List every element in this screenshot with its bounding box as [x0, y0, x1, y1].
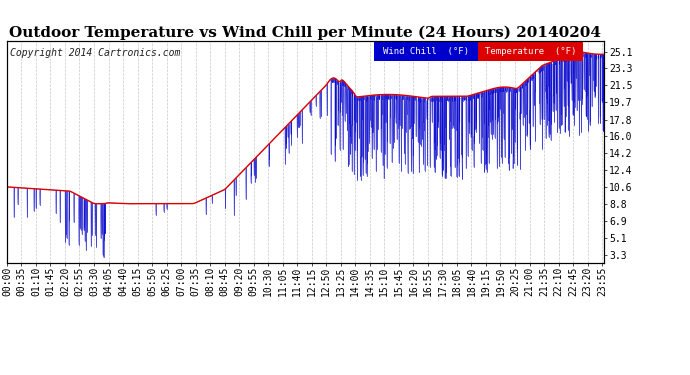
Text: Wind Chill  (°F): Wind Chill (°F) — [383, 47, 469, 56]
Title: Outdoor Temperature vs Wind Chill per Minute (24 Hours) 20140204: Outdoor Temperature vs Wind Chill per Mi… — [10, 26, 601, 40]
Text: Copyright 2014 Cartronics.com: Copyright 2014 Cartronics.com — [10, 48, 180, 58]
Text: Temperature  (°F): Temperature (°F) — [485, 47, 576, 56]
Bar — [478, 42, 583, 61]
Bar — [374, 42, 478, 61]
